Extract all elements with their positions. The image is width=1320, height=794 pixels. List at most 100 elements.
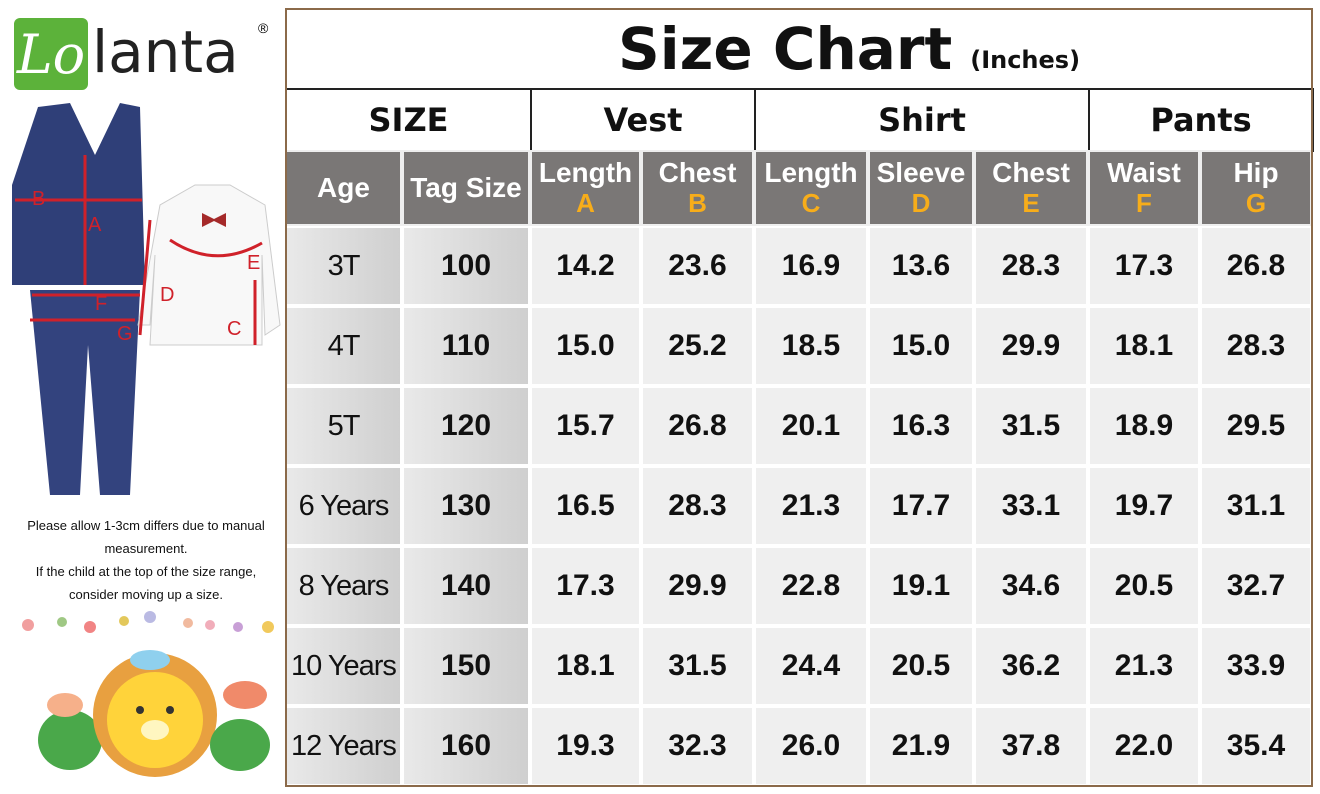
table-cell: 36.2: [974, 626, 1088, 706]
table-cell: 160: [402, 706, 530, 786]
table-cell: 28.3: [974, 226, 1088, 306]
table-cell: 33.1: [974, 466, 1088, 546]
column-header: Age: [285, 150, 402, 226]
column-letter: D: [911, 188, 931, 218]
table-cell: 21.3: [754, 466, 868, 546]
table-cell: 29.9: [641, 546, 754, 626]
note-line: consider moving up a size.: [69, 587, 223, 602]
table-cell: 15.7: [530, 386, 641, 466]
column-name: Chest: [658, 157, 737, 188]
leaf: [38, 710, 102, 770]
bow-tie: [202, 213, 226, 227]
table-cell: 10 Years: [285, 626, 402, 706]
table-cell: 29.9: [974, 306, 1088, 386]
table-cell: 19.1: [868, 546, 974, 626]
column-header: Chest E: [974, 150, 1088, 226]
table-cell: 31.5: [974, 386, 1088, 466]
icons: [22, 611, 274, 633]
table-cell: 32.7: [1200, 546, 1312, 626]
table-cell: 19.7: [1088, 466, 1200, 546]
bird: [130, 650, 170, 670]
table-cell: 18.1: [1088, 306, 1200, 386]
column-letter: E: [1022, 188, 1040, 218]
table-cell: 34.6: [974, 546, 1088, 626]
table-cell: 24.4: [754, 626, 868, 706]
note-line: measurement.: [104, 541, 188, 556]
diagram-label: A: [88, 214, 102, 236]
table-cell: 18.5: [754, 306, 868, 386]
column-header: Tag Size: [402, 150, 530, 226]
pants: [30, 290, 140, 495]
table-cell: 28.3: [641, 466, 754, 546]
table-cell: 18.9: [1088, 386, 1200, 466]
table-cell: 16.9: [754, 226, 868, 306]
column-header: Hip G: [1200, 150, 1312, 226]
table-cell: 3T: [285, 226, 402, 306]
column-letter: B: [688, 188, 707, 218]
leaf: [210, 719, 270, 771]
measure-lines: [15, 155, 263, 345]
column-name: Sleeve: [876, 157, 966, 188]
table-cell: 26.8: [1200, 226, 1312, 306]
group-header: Vest: [530, 88, 756, 152]
table-cell: 29.5: [1200, 386, 1312, 466]
table-cell: 100: [402, 226, 530, 306]
column-header: Sleeve D: [868, 150, 974, 226]
logo-mark: Lo: [14, 18, 88, 90]
table-cell: 15.0: [868, 306, 974, 386]
table-cell: 26.0: [754, 706, 868, 786]
table-cell: 21.3: [1088, 626, 1200, 706]
table-cell: 15.0: [530, 306, 641, 386]
table-cell: 20.1: [754, 386, 868, 466]
flower: [223, 681, 267, 709]
column-header: Length A: [530, 150, 641, 226]
table-cell: 20.5: [1088, 546, 1200, 626]
table-cell: 16.5: [530, 466, 641, 546]
column-header: Length C: [754, 150, 868, 226]
diagram-label: D: [160, 284, 174, 306]
group-header: SIZE: [285, 88, 532, 152]
diagram-label: G: [117, 323, 133, 345]
table-cell: 22.0: [1088, 706, 1200, 786]
table-cell: 14.2: [530, 226, 641, 306]
table-cell: 150: [402, 626, 530, 706]
table-cell: 17.3: [530, 546, 641, 626]
table-cell: 13.6: [868, 226, 974, 306]
column-letter: A: [576, 188, 595, 218]
table-cell: 28.3: [1200, 306, 1312, 386]
table-cell: 35.4: [1200, 706, 1312, 786]
table-cell: 22.8: [754, 546, 868, 626]
registered-mark: ®: [258, 20, 269, 36]
note-line: Please allow 1-3cm differs due to manual: [27, 518, 265, 533]
diagram-label: B: [32, 188, 45, 210]
table-cell: 17.3: [1088, 226, 1200, 306]
table-cell: 20.5: [868, 626, 974, 706]
table-cell: 140: [402, 546, 530, 626]
title: Size Chart: [617, 15, 953, 83]
group-header: Pants: [1088, 88, 1314, 152]
diagram-label: F: [95, 293, 107, 315]
column-name: Age: [317, 172, 370, 203]
column-name: Length: [538, 157, 633, 188]
column-letter: F: [1136, 188, 1152, 218]
table-cell: 31.5: [641, 626, 754, 706]
table-cell: 110: [402, 306, 530, 386]
vest: [12, 103, 145, 285]
table-cell: 23.6: [641, 226, 754, 306]
table-cell: 18.1: [530, 626, 641, 706]
table-cell: 33.9: [1200, 626, 1312, 706]
note-line: If the child at the top of the size rang…: [35, 564, 257, 579]
table-cell: 26.8: [641, 386, 754, 466]
column-name: Length: [764, 157, 858, 188]
column-header: Chest B: [641, 150, 754, 226]
column-name: Chest: [992, 157, 1070, 188]
shirt: [137, 184, 281, 346]
column-header: Waist F: [1088, 150, 1200, 226]
table-cell: 5T: [285, 386, 402, 466]
table-cell: 120: [402, 386, 530, 466]
column-name: Tag Size: [410, 172, 522, 203]
group-header: Shirt: [754, 88, 1090, 152]
decoration: [22, 611, 274, 777]
table-cell: 25.2: [641, 306, 754, 386]
